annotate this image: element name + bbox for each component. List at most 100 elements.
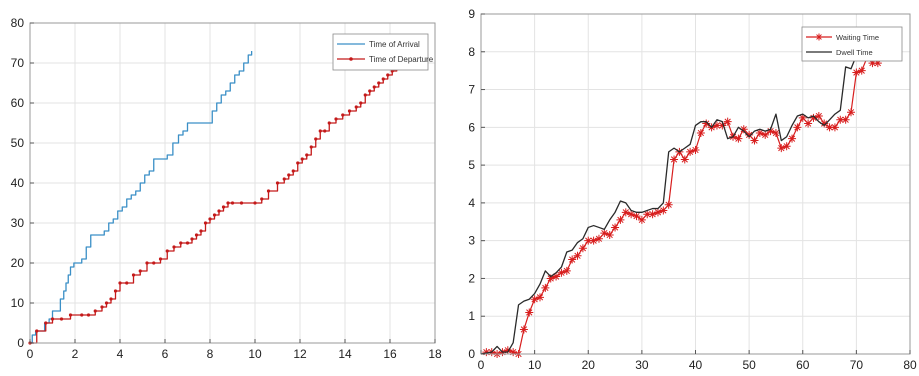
right-chart-waiting-time-point: [632, 212, 641, 221]
left-chart-time-of-departure-point: [260, 197, 264, 201]
left-chart-time-of-departure-point: [118, 281, 122, 285]
right-chart-legend-box: [801, 26, 903, 62]
right-chart-waiting-time-point: [530, 295, 539, 304]
right-chart-waiting-time-point: [766, 127, 775, 136]
left-chart-legend: Time of Arrival Time of Departure: [332, 33, 434, 71]
right-chart-waiting-time-point: [670, 155, 679, 164]
right-chart-waiting-time-point: [686, 147, 695, 156]
right-chart-waiting-time-point: [643, 210, 652, 219]
left-chart-time-of-departure-point: [239, 201, 244, 205]
right-chart-legend-label: Dwell Time: [836, 48, 873, 57]
right-chart-waiting-time-point: [637, 215, 646, 224]
left-chart-x-tick-label: 4: [117, 347, 124, 361]
right-chart-y-tick-label: 4: [468, 196, 475, 210]
right-chart-waiting-time-point: [525, 308, 534, 317]
left-chart-legend-marker: [349, 57, 353, 61]
right-chart-y-tick-label: 0: [468, 347, 475, 361]
right-chart-waiting-time-point: [830, 123, 839, 132]
left-chart-time-of-departure-point: [253, 201, 257, 205]
right-chart-waiting-time-point: [509, 348, 518, 357]
left-chart-y-ticks: 0 10 20 30 40 50 60 70 80: [11, 16, 34, 350]
right-chart-waiting-time-point: [873, 59, 882, 68]
left-chart-x-tick-label: 16: [383, 347, 397, 361]
left-chart-time-of-departure-point: [300, 157, 304, 161]
right-chart-waiting-time-point: [793, 123, 802, 132]
right-chart-x-tick-label: 60: [796, 358, 810, 372]
right-chart-waiting-time-point: [739, 125, 748, 134]
right-chart-waiting-time-point: [836, 115, 845, 124]
right-chart: 0 10 20 30 40 50 60 70 80 0 1 2 3 4 5 6 7 8 9 Waiting Tim…: [468, 7, 917, 372]
right-chart-waiting-time-point: [702, 119, 711, 128]
left-chart-time-of-departure-point: [93, 309, 97, 313]
right-chart-waiting-time-point: [696, 129, 705, 137]
left-chart-time-of-arrival-line: [30, 51, 253, 344]
left-chart-time-of-departure-point: [165, 249, 169, 253]
right-chart-waiting-time-point: [868, 59, 877, 68]
right-chart-waiting-time-point: [857, 66, 866, 75]
left-chart-time-of-departure-point: [125, 281, 129, 285]
right-chart-y-ticks: 0 1 2 3 4 5 6 7 8 9: [468, 7, 485, 361]
left-chart-y-tick-label: 30: [11, 216, 25, 230]
right-chart-waiting-time-point: [691, 146, 700, 154]
left-chart-time-of-departure-point: [158, 257, 163, 261]
right-chart-waiting-time-point: [573, 251, 582, 260]
left-chart-time-of-departure-point: [275, 181, 280, 185]
left-chart-x-tick-label: 18: [428, 347, 442, 361]
right-chart-x-tick-label: 30: [635, 358, 649, 372]
right-chart-y-tick-label: 5: [468, 158, 475, 172]
right-chart-y-tick-label: 2: [468, 271, 475, 285]
right-chart-waiting-time-point: [648, 210, 657, 219]
right-chart-x-tick-label: 70: [850, 358, 864, 372]
right-chart-waiting-time-point: [825, 123, 834, 132]
left-chart-legend-box: [332, 33, 429, 71]
right-chart-x-tick-label: 20: [582, 358, 596, 372]
left-chart-time-of-departure-point: [230, 201, 235, 205]
left-chart-time-of-departure-point: [309, 145, 313, 149]
left-chart-time-of-departure-point: [386, 73, 390, 77]
left-chart-time-of-departure-point: [44, 321, 48, 325]
right-chart-waiting-time-point: [594, 234, 603, 243]
right-chart-y-tick-label: 7: [468, 83, 475, 97]
right-chart-waiting-time-point: [847, 108, 856, 117]
right-chart-y-tick-label: 3: [468, 234, 475, 248]
right-chart-waiting-time-point: [627, 210, 636, 219]
right-chart-y-tick-label: 8: [468, 45, 475, 59]
right-chart-waiting-time-point: [616, 215, 625, 224]
right-chart-waiting-time-point: [852, 68, 861, 77]
left-chart-time-of-departure-point: [334, 117, 338, 121]
right-chart-waiting-time-point: [804, 119, 813, 128]
left-chart-time-of-departure-point: [347, 109, 352, 113]
right-chart-waiting-time-point: [535, 293, 544, 302]
right-chart-waiting-time-point: [745, 130, 754, 139]
right-chart-legend: Waiting Time Dwell Time: [801, 26, 903, 62]
left-chart-time-of-departure-point: [203, 221, 208, 225]
right-chart-waiting-time-point: [718, 121, 727, 130]
left-chart-y-tick-label: 50: [11, 136, 25, 150]
left-chart-time-of-departure-point: [104, 301, 109, 305]
left-chart-x-tick-label: 2: [72, 347, 79, 361]
right-chart-waiting-time-point: [503, 346, 512, 355]
right-chart-waiting-time-point: [680, 155, 689, 164]
right-chart-waiting-time-point: [552, 272, 561, 281]
left-chart-x-tick-label: 6: [162, 347, 169, 361]
left-chart-time-of-departure-point: [109, 297, 113, 301]
right-chart-x-tick-label: 10: [528, 358, 542, 372]
left-chart-time-of-departure-point: [327, 121, 331, 125]
left-chart-time-of-departure-point: [354, 105, 358, 109]
left-chart-time-of-departure-point: [68, 313, 73, 317]
right-chart-waiting-time-point: [734, 134, 743, 143]
right-chart-x-tick-label: 80: [903, 358, 917, 372]
left-chart-x-ticks: 0 2 4 6 8 10 12 14 16 18: [27, 339, 442, 361]
right-chart-waiting-time-point: [562, 266, 571, 275]
right-chart-dwell-time-line: [480, 54, 879, 355]
left-chart-time-of-departure-point: [221, 205, 226, 209]
right-chart-waiting-time-point: [712, 121, 721, 130]
right-chart-waiting-time-point: [814, 112, 823, 120]
right-chart-y-tick-label: 6: [468, 120, 475, 134]
left-chart-time-of-departure-point: [359, 101, 363, 105]
right-chart-x-ticks: 0 10 20 30 40 50 60 70 80: [478, 350, 917, 372]
left-chart-time-of-departure-point: [314, 137, 318, 141]
left-chart-y-tick-label: 20: [11, 256, 25, 270]
left-chart-time-of-departure-point: [381, 77, 385, 81]
right-chart-waiting-time-point: [541, 283, 550, 292]
